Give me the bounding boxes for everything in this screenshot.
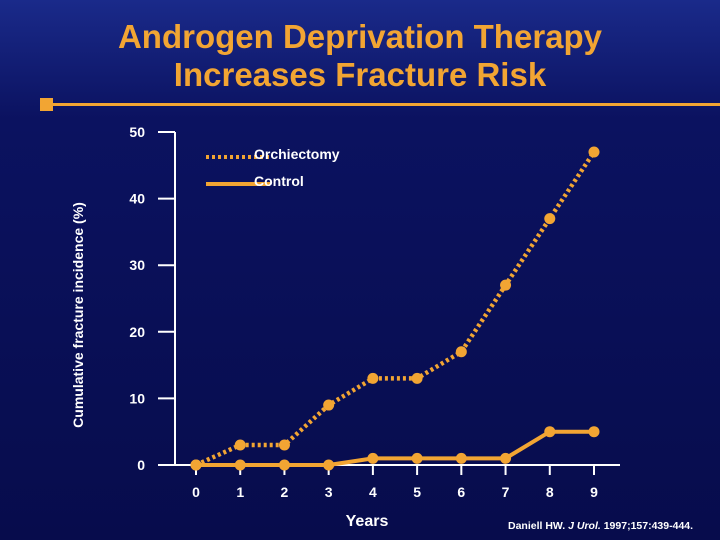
x-tick-label-6: 6 bbox=[457, 484, 465, 500]
citation-authors: Daniell HW. bbox=[508, 520, 566, 532]
point-control-4 bbox=[367, 452, 379, 464]
x-tick-label-1: 1 bbox=[236, 484, 244, 500]
y-tick-label-0: 0 bbox=[137, 457, 145, 473]
chart-axes bbox=[174, 132, 620, 466]
y-tick-label-30: 30 bbox=[129, 257, 145, 273]
x-axis-label: Years bbox=[346, 513, 389, 530]
chart-legend: Orchiectomy Control bbox=[206, 146, 340, 189]
y-tick-label-10: 10 bbox=[129, 390, 145, 406]
title-rule bbox=[40, 103, 720, 106]
point-orchiectomy-7 bbox=[500, 279, 512, 291]
chart-series bbox=[190, 146, 600, 471]
point-orchiectomy-9 bbox=[588, 146, 600, 158]
citation-journal: J Urol. bbox=[568, 520, 601, 532]
x-tick-label-4: 4 bbox=[369, 484, 377, 500]
point-control-6 bbox=[455, 452, 467, 464]
point-control-5 bbox=[411, 452, 423, 464]
y-axis-label: Cumulative fracture incidence (%) bbox=[70, 202, 86, 428]
point-control-9 bbox=[588, 426, 600, 438]
y-tick-label-50: 50 bbox=[129, 124, 145, 140]
legend-label-control: Control bbox=[254, 173, 304, 189]
point-control-1 bbox=[234, 459, 246, 471]
x-tick-label-3: 3 bbox=[325, 484, 333, 500]
x-tick-label-5: 5 bbox=[413, 484, 421, 500]
citation-details: 1997;157:439-444. bbox=[603, 520, 694, 532]
chart-ticks: 0 10 20 30 40 50 0 1 2 3 4 5 6 7 8 9 bbox=[129, 124, 598, 500]
point-control-7 bbox=[500, 452, 512, 464]
title-line-2: Increases Fracture Risk bbox=[173, 56, 547, 93]
y-tick-label-20: 20 bbox=[129, 324, 145, 340]
point-orchiectomy-8 bbox=[544, 213, 556, 225]
title-rule-square bbox=[40, 98, 53, 111]
point-orchiectomy-5 bbox=[411, 372, 423, 384]
point-orchiectomy-0 bbox=[190, 459, 202, 471]
point-control-2 bbox=[278, 459, 290, 471]
point-control-8 bbox=[544, 426, 556, 438]
point-orchiectomy-6 bbox=[455, 346, 467, 358]
series-line-orchiectomy bbox=[195, 150, 596, 468]
point-orchiectomy-1 bbox=[234, 439, 246, 451]
citation: Daniell HW. J Urol. 1997;157:439-444. bbox=[508, 520, 693, 532]
x-tick-label-9: 9 bbox=[590, 484, 598, 500]
x-tick-label-8: 8 bbox=[546, 484, 554, 500]
x-tick-label-7: 7 bbox=[502, 484, 510, 500]
title-line-1: Androgen Deprivation Therapy bbox=[117, 18, 603, 55]
y-tick-label-40: 40 bbox=[129, 191, 145, 207]
point-orchiectomy-4 bbox=[367, 372, 379, 384]
point-orchiectomy-3 bbox=[323, 399, 335, 411]
slide-title: Androgen Deprivation Therapy Increases F… bbox=[0, 18, 720, 94]
series-line-control bbox=[196, 429, 594, 467]
point-control-3 bbox=[323, 459, 335, 471]
x-tick-label-0: 0 bbox=[192, 484, 200, 500]
point-orchiectomy-2 bbox=[278, 439, 290, 451]
legend-label-orchiectomy: Orchiectomy bbox=[254, 146, 340, 162]
x-tick-label-2: 2 bbox=[281, 484, 289, 500]
